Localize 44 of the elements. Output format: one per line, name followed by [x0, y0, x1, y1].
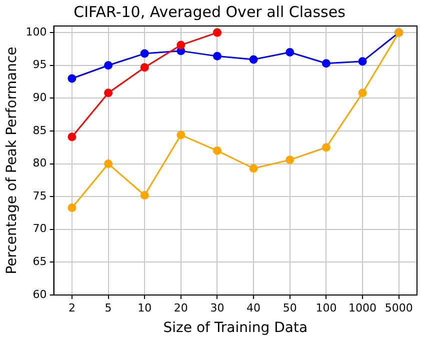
point	[286, 156, 294, 164]
point	[249, 164, 258, 173]
y-tick-label: 90	[32, 91, 47, 104]
x-tick-label: 40	[246, 301, 261, 314]
x-tick-label: 1000	[348, 301, 377, 314]
point	[140, 191, 149, 200]
y-tick-label: 80	[32, 156, 47, 170]
point	[322, 59, 330, 68]
chart-title: CIFAR-10, Averaged Over all Classes	[74, 2, 346, 21]
point	[212, 52, 222, 60]
y-axis-title: Percentage of Peak Performance	[4, 46, 20, 274]
point	[140, 49, 149, 58]
point	[140, 63, 149, 72]
x-tick-label: 50	[282, 301, 297, 314]
x-tick-label: 5000	[384, 301, 413, 314]
x-tick-label: 10	[138, 301, 152, 314]
point	[212, 28, 222, 37]
y-tick-label: 95	[32, 58, 47, 72]
x-tick-label: 2	[68, 301, 76, 314]
point	[322, 143, 330, 152]
point	[176, 130, 186, 140]
point	[212, 146, 222, 155]
x-tick-label: 5	[104, 301, 112, 314]
x-tick-label: 20	[174, 301, 188, 314]
point	[249, 55, 258, 64]
y-tick-label: 65	[32, 255, 47, 268]
point	[68, 74, 76, 83]
x-axis-title: Size of Training Data	[163, 320, 308, 336]
point	[68, 132, 76, 142]
point	[104, 88, 113, 98]
point	[104, 61, 113, 70]
point	[358, 88, 367, 98]
y-tick-label: 75	[32, 189, 47, 202]
point	[68, 203, 76, 212]
point	[176, 40, 186, 50]
y-tick-label: 60	[32, 288, 47, 301]
x-tick-label: 100	[316, 301, 337, 314]
y-tick-label: 70	[32, 222, 47, 236]
y-tick-label: 100	[26, 25, 47, 38]
point	[104, 160, 113, 168]
point	[358, 57, 367, 66]
y-tick-label: 85	[32, 124, 47, 137]
x-tick-label: 30	[210, 301, 224, 314]
point	[286, 48, 294, 56]
